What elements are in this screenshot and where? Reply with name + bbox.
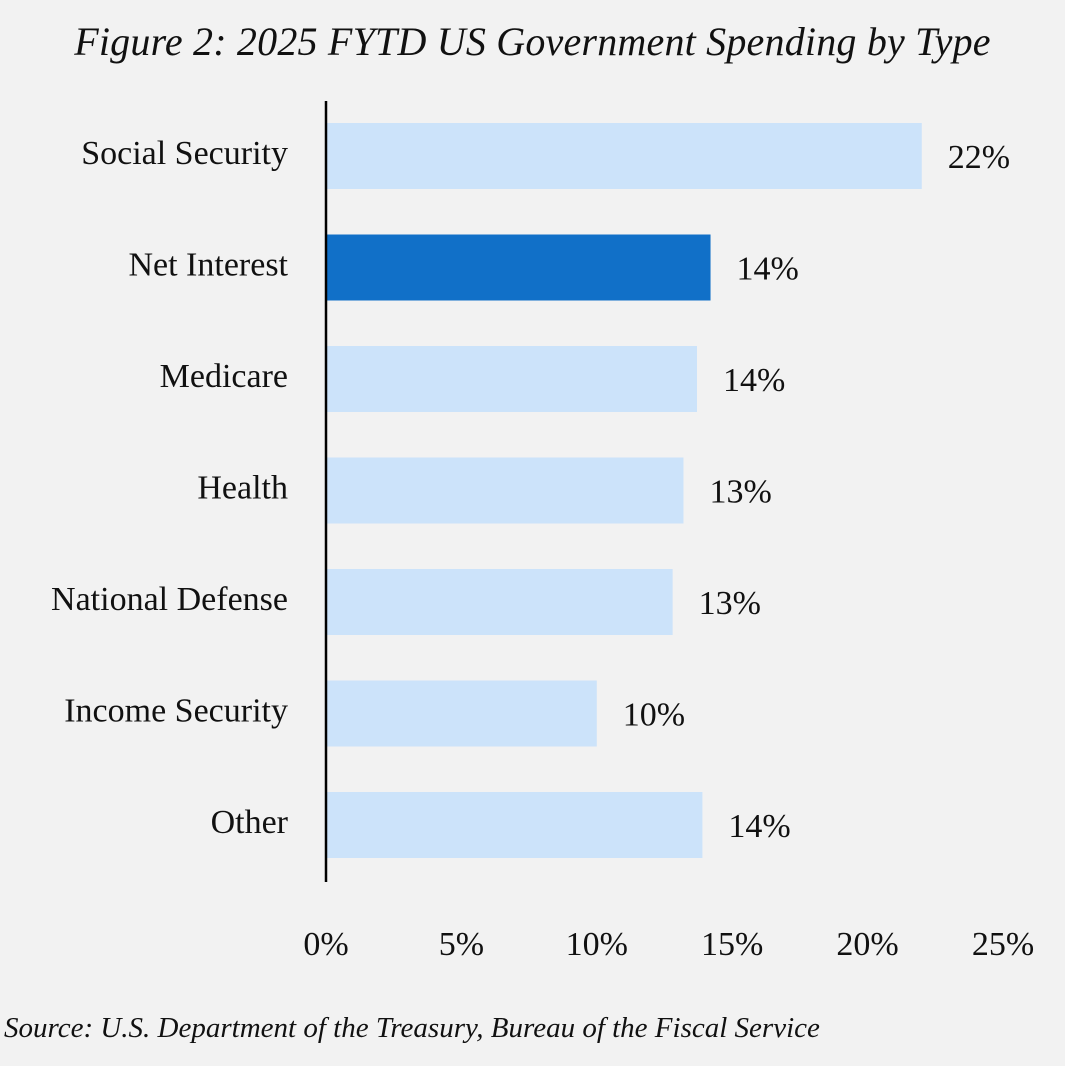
x-tick-label-5: 5% [439, 926, 484, 963]
x-tick-label-15: 15% [701, 926, 763, 963]
value-label-social-security: 22% [948, 139, 1010, 176]
value-label-medicare: 14% [723, 362, 785, 399]
bars-group [326, 123, 922, 858]
x-tick-labels-group: 0% 5% 10% 15% 20% 25% [303, 926, 1034, 963]
chart-title: Figure 2: 2025 FYTD US Government Spendi… [74, 19, 991, 64]
x-tick-label-0: 0% [303, 926, 348, 963]
category-label-other: Other [211, 804, 289, 841]
bar-social-security [326, 123, 922, 189]
bar-national-defense [326, 569, 673, 635]
value-labels-group: 22% 14% 14% 13% 13% 10% 14% [623, 139, 1010, 845]
source-note: Source: U.S. Department of the Treasury,… [4, 1012, 820, 1044]
bar-medicare [326, 346, 697, 412]
bar-income-security [326, 680, 597, 747]
category-label-income-security: Income Security [64, 692, 288, 729]
value-label-other: 14% [728, 808, 790, 845]
category-label-net-interest: Net Interest [128, 246, 288, 283]
category-label-national-defense: National Defense [51, 581, 288, 618]
value-label-health: 13% [709, 473, 771, 510]
category-label-medicare: Medicare [160, 358, 288, 395]
category-labels-group: Social Security Net Interest Medicare Healt… [51, 135, 289, 841]
x-tick-label-20: 20% [836, 926, 898, 963]
category-label-health: Health [197, 469, 288, 506]
x-tick-label-25: 25% [972, 926, 1034, 963]
bar-health [326, 457, 684, 524]
value-label-income-security: 10% [623, 696, 685, 733]
bar-net-interest [326, 234, 711, 301]
value-label-net-interest: 14% [737, 250, 799, 287]
x-tick-label-10: 10% [566, 926, 628, 963]
value-label-national-defense: 13% [699, 585, 761, 622]
category-label-social-security: Social Security [81, 135, 288, 172]
bar-other [326, 792, 703, 858]
